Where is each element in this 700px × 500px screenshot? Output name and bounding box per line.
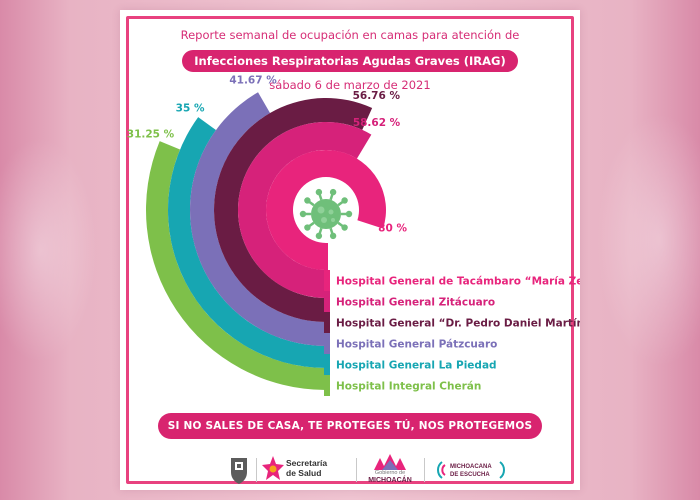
chart-row-marker-5 bbox=[324, 375, 330, 396]
report-date: sábado 6 de marzo de 2021 bbox=[269, 78, 431, 92]
chart-row-bg-3 bbox=[324, 333, 560, 354]
chart-arc-0 bbox=[266, 150, 386, 270]
michoacan-logo: Gobierno de MICHOACÁN bbox=[358, 454, 422, 486]
chart-arc-3 bbox=[189, 92, 326, 347]
chart-row-bg-0 bbox=[324, 270, 560, 291]
value-label-5: 31.25 % bbox=[127, 128, 175, 140]
chart-row-marker-0 bbox=[324, 270, 330, 291]
virus-spike-tip bbox=[304, 224, 311, 231]
slogan-banner: SI NO SALES DE CASA, TE PROTEGES TÚ, NOS… bbox=[158, 413, 542, 458]
chart-row-bg-5 bbox=[324, 375, 560, 396]
chart-row-bg-2 bbox=[324, 312, 560, 333]
value-label-0: 80 % bbox=[378, 223, 407, 235]
virus-spike-tip bbox=[299, 210, 307, 218]
virus-spike-tip bbox=[341, 224, 348, 231]
salud-star-icon bbox=[262, 456, 284, 480]
chart-row-marker-1 bbox=[324, 291, 330, 312]
radio-michoacana-logo: MICHOACANA DE ESCUCHA bbox=[432, 454, 508, 486]
footer-separator bbox=[424, 458, 425, 482]
radio-waves-right-icon bbox=[499, 461, 505, 479]
virus-spike-tip bbox=[315, 188, 323, 196]
virus-spike-tip bbox=[304, 197, 311, 204]
virus-spike-tip bbox=[329, 232, 337, 240]
virus-spike-tip bbox=[315, 232, 323, 240]
value-label-1: 58.62 % bbox=[353, 117, 401, 129]
footer-separator bbox=[256, 458, 257, 482]
salud-line-2: de Salud bbox=[286, 468, 322, 478]
chart-arc-1 bbox=[238, 122, 372, 298]
virus-icon bbox=[299, 188, 353, 240]
value-label-3: 41.67 % bbox=[229, 75, 277, 87]
chart-row-marker-2 bbox=[324, 312, 330, 333]
virus-spike-tip bbox=[329, 188, 337, 196]
chart-row-bg-4 bbox=[324, 354, 560, 375]
michoacan-seal-icon bbox=[231, 458, 247, 484]
chart-row-marker-4 bbox=[324, 354, 330, 375]
virus-spot bbox=[317, 206, 325, 214]
chart-arc-2 bbox=[214, 98, 373, 322]
secretaria-de-salud-logo: Secretaría de Salud bbox=[262, 454, 354, 486]
chart-row-bg-1 bbox=[324, 291, 560, 312]
category-label-0: Hospital General de Tacámbaro “María Zen… bbox=[336, 276, 580, 288]
category-label-2: Hospital General “Dr. Pedro Daniel Martí… bbox=[336, 318, 580, 330]
virus-spot bbox=[331, 218, 335, 222]
chart-arc-4 bbox=[168, 117, 326, 368]
chart-arc-5 bbox=[145, 141, 326, 390]
virus-body bbox=[311, 199, 341, 229]
chart-connector-0 bbox=[324, 243, 328, 291]
footer-separator bbox=[356, 458, 357, 482]
category-label-1: Hospital General Zitácuaro bbox=[336, 297, 495, 309]
salud-line-1: Secretaría bbox=[286, 458, 328, 468]
title-pill: Infecciones Respiratorias Agudas Graves … bbox=[182, 50, 518, 72]
title-line-1: Reporte semanal de ocupación en camas pa… bbox=[180, 28, 520, 42]
radio-line-1: MICHOACANA bbox=[450, 464, 492, 470]
value-label-4: 35 % bbox=[176, 102, 205, 114]
michoacan-main-text: MICHOACÁN bbox=[368, 477, 412, 484]
footer-logos: Secretaría de Salud Gobierno de MICHOACÁ… bbox=[120, 454, 580, 486]
category-label-3: Hospital General Pátzcuaro bbox=[336, 339, 497, 351]
category-label-4: Hospital General La Piedad bbox=[336, 360, 497, 372]
radial-bar-chart: Hospital Integral Cherán 31.25 % Hospital … bbox=[127, 75, 580, 396]
virus-spot bbox=[321, 217, 327, 223]
virus-spike-tip bbox=[345, 210, 353, 218]
value-label-2: 56.76 % bbox=[353, 90, 401, 102]
infographic-card: Reporte semanal de ocupación en camas pa… bbox=[120, 10, 580, 490]
card-frame bbox=[126, 16, 574, 484]
category-label-5: Hospital Integral Cherán bbox=[336, 381, 481, 393]
radio-waves-icon bbox=[437, 461, 446, 479]
radio-line-2: DE ESCUCHA bbox=[450, 472, 490, 478]
virus-spot bbox=[328, 209, 334, 215]
virus-spike-tip bbox=[341, 197, 348, 204]
michoacan-top-text: Gobierno de bbox=[374, 470, 406, 476]
michoacan-flame-icon bbox=[374, 454, 406, 470]
chart-row-marker-3 bbox=[324, 333, 330, 354]
